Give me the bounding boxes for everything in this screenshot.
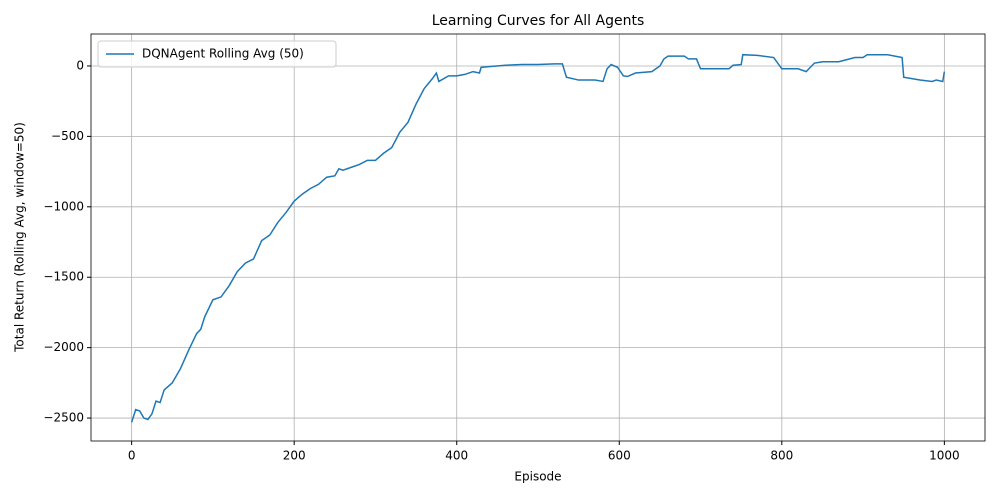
x-axis-label: Episode [514,470,561,484]
y-tick-label: −500 [51,129,84,143]
x-tick-label: 600 [608,449,631,463]
y-tick-label: −2500 [43,411,84,425]
y-tick-label: −2000 [43,340,84,354]
chart-title: Learning Curves for All Agents [432,13,645,29]
plot-frame [90,33,986,442]
y-tick-label: −1000 [43,199,84,213]
x-tick-label: 400 [445,449,468,463]
x-tick-label: 0 [128,449,136,463]
legend-label: DQNAgent Rolling Avg (50) [142,47,304,61]
x-tick-label: 200 [283,449,306,463]
x-tick-label: 1000 [929,449,960,463]
y-tick-label: −1500 [43,270,84,284]
x-tick-label: 800 [770,449,793,463]
legend-box [97,40,337,68]
y-tick-label: 0 [76,58,84,72]
y-axis-label: Total Return (Rolling Avg, window=50) [13,122,27,353]
series-line [130,53,946,423]
